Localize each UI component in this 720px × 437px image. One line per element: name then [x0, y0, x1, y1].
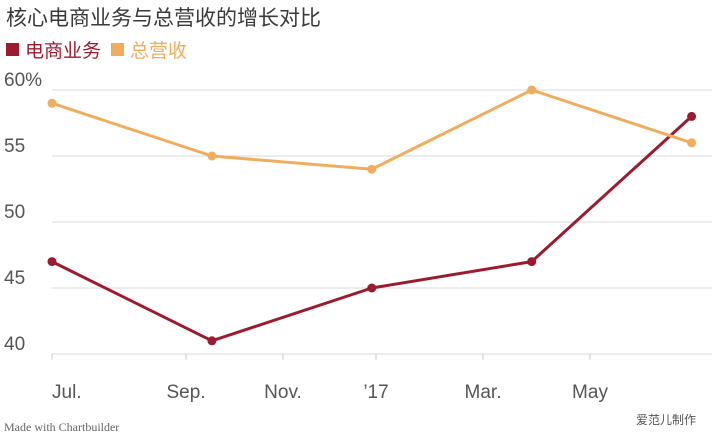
data-point-ecommerce — [47, 257, 57, 267]
watermark: 爱范儿制作 — [636, 413, 697, 427]
legend-item-ecommerce: 电商业务 — [6, 36, 101, 63]
legend-swatch-ecommerce — [6, 43, 19, 56]
y-tick-label: 40 — [4, 334, 25, 355]
data-point-revenue — [687, 138, 697, 148]
data-point-revenue — [207, 151, 217, 161]
x-tick-label: ’17 — [363, 382, 388, 403]
legend-swatch-revenue — [111, 43, 125, 56]
y-tick-label: 60% — [4, 70, 42, 91]
data-point-ecommerce — [367, 283, 377, 293]
legend-label-ecommerce: 电商业务 — [25, 40, 102, 62]
data-point-ecommerce — [527, 257, 537, 267]
data-point-revenue — [527, 85, 537, 95]
x-tick-label: Jul. — [52, 382, 82, 403]
y-tick-label: 50 — [4, 202, 25, 223]
chart-title: 核心电商业务与总营收的增长对比 — [6, 6, 321, 30]
data-point-revenue — [367, 164, 377, 174]
chart-credit: Made with Chartbuilder — [4, 420, 120, 434]
legend-label-revenue: 总营收 — [130, 40, 188, 62]
x-tick-label: Nov. — [264, 382, 302, 403]
y-tick-label: 45 — [4, 268, 25, 289]
x-tick-label: Sep. — [166, 382, 205, 403]
data-point-revenue — [47, 98, 57, 108]
x-tick-label: Mar. — [465, 382, 502, 403]
data-point-ecommerce — [687, 111, 697, 121]
legend: 电商业务 总营收 — [6, 36, 187, 63]
legend-item-revenue: 总营收 — [111, 36, 187, 63]
x-tick-label: May — [572, 382, 608, 403]
data-point-ecommerce — [207, 336, 217, 346]
series-line-ecommerce — [51, 115, 693, 343]
y-tick-label: 55 — [4, 136, 25, 157]
series-line-revenue — [51, 88, 693, 171]
